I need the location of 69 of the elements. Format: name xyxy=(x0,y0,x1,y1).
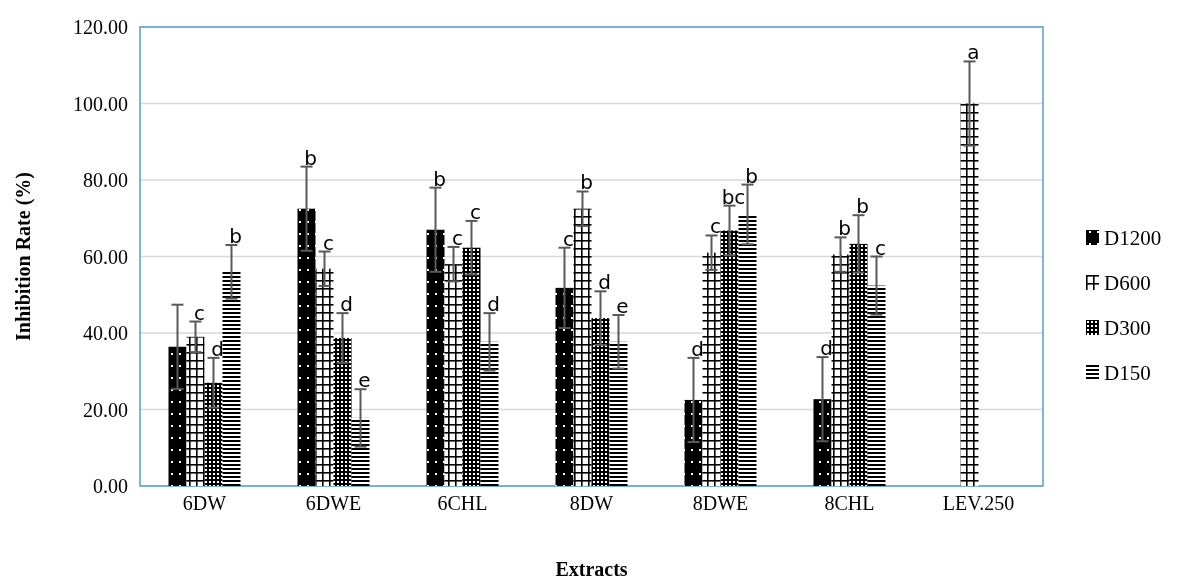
bar xyxy=(609,341,628,486)
data-label: c xyxy=(875,235,886,260)
x-tick-label: LEV.250 xyxy=(942,492,1015,514)
bar xyxy=(738,214,757,486)
y-tick-label: 100.00 xyxy=(73,92,128,115)
data-label: a xyxy=(967,40,980,65)
y-tick-label: 60.00 xyxy=(83,245,128,268)
bar xyxy=(315,268,334,486)
data-label: b xyxy=(304,145,317,170)
data-label: b xyxy=(838,216,851,241)
x-tick-label: 6DW xyxy=(182,492,227,514)
bar xyxy=(591,318,610,486)
data-label: d xyxy=(598,270,611,295)
data-label: b xyxy=(433,166,446,191)
bar xyxy=(480,341,499,486)
x-tick-label: 8DWE xyxy=(692,492,749,514)
bar xyxy=(684,399,703,486)
legend-label: D1200 xyxy=(1104,226,1162,251)
y-tick-label: 0.00 xyxy=(93,475,128,497)
bar xyxy=(831,254,850,486)
bar xyxy=(168,346,187,486)
x-tick-label: 6CHL xyxy=(437,492,488,514)
bar xyxy=(444,264,463,486)
data-label: c xyxy=(323,230,334,255)
legend-label: D150 xyxy=(1104,361,1151,386)
bar xyxy=(351,417,370,486)
x-tick-label: 6DWE xyxy=(305,492,362,514)
bar xyxy=(186,336,205,486)
y-axis-title: Inhibition Rate (%) xyxy=(12,172,35,341)
bar xyxy=(573,208,592,486)
x-tick-label: 8CHL xyxy=(824,492,875,514)
data-label: b xyxy=(856,194,869,219)
y-tick-label: 20.00 xyxy=(83,398,128,421)
data-label: b xyxy=(229,224,242,249)
data-label: e xyxy=(616,294,629,319)
bar xyxy=(867,285,886,486)
bar xyxy=(555,287,574,486)
data-label: c xyxy=(470,199,481,224)
data-label: b xyxy=(745,163,758,188)
bar xyxy=(960,103,979,486)
bar xyxy=(297,208,316,486)
bar xyxy=(426,229,445,486)
data-label: c xyxy=(194,300,205,325)
data-label: d xyxy=(691,336,704,361)
data-label: e xyxy=(358,368,371,393)
y-tick-label: 80.00 xyxy=(83,169,128,191)
bar xyxy=(702,252,721,486)
data-label: c xyxy=(563,226,574,251)
bar xyxy=(849,243,868,486)
bar xyxy=(204,382,223,486)
data-label: c xyxy=(452,225,463,250)
data-label: b xyxy=(580,170,593,195)
data-label: d xyxy=(820,336,833,361)
data-label: d xyxy=(487,292,500,317)
data-label: c xyxy=(710,214,721,239)
data-label: d xyxy=(211,336,224,361)
data-label: bc xyxy=(721,184,746,209)
bar xyxy=(813,399,832,486)
bar xyxy=(222,271,241,486)
y-tick-label: 120.00 xyxy=(73,16,128,38)
legend-label: D600 xyxy=(1104,271,1151,296)
x-tick-label: 8DW xyxy=(569,492,614,514)
x-axis-title: Extracts xyxy=(555,558,628,580)
y-tick-label: 40.00 xyxy=(83,322,128,344)
legend-label: D300 xyxy=(1104,316,1151,341)
data-label: d xyxy=(340,292,353,317)
bar xyxy=(333,337,352,486)
bar xyxy=(462,247,481,486)
bar xyxy=(720,230,739,486)
